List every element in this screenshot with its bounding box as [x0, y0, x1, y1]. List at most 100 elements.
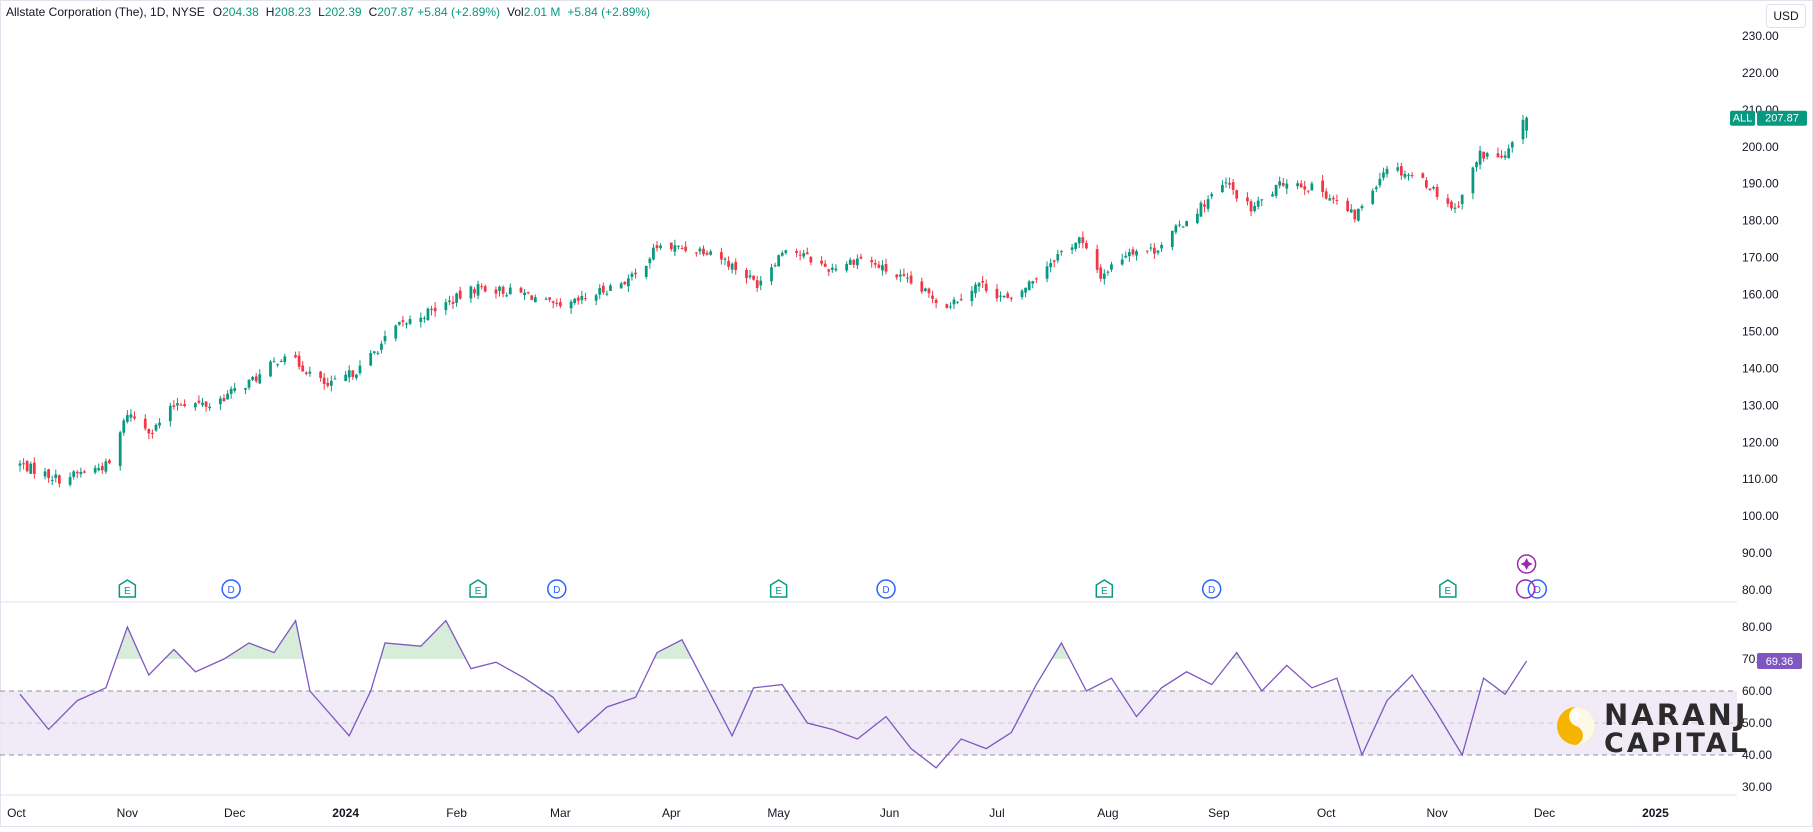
candle-body — [619, 283, 623, 289]
candle-body — [1496, 153, 1500, 158]
candle-body — [430, 308, 433, 310]
currency-button[interactable]: USD — [1766, 4, 1806, 28]
earnings-marker: E — [1095, 579, 1114, 598]
candle-body — [272, 361, 276, 363]
candle-body — [949, 306, 952, 308]
close-label: C — [368, 5, 378, 19]
candle-body — [673, 245, 677, 252]
candle-body — [1324, 191, 1328, 199]
candle-body — [830, 267, 834, 270]
candle-body — [1428, 188, 1432, 190]
candle-body — [1131, 249, 1135, 255]
candle-body — [551, 301, 555, 303]
candle-body — [1127, 252, 1131, 257]
star-icon — [1520, 558, 1533, 570]
candle-body — [1382, 172, 1385, 178]
earnings-letter: E — [475, 586, 482, 597]
price-tick-label: 90.00 — [1742, 546, 1772, 560]
candle-body — [197, 400, 201, 403]
candle-body — [1525, 117, 1528, 131]
candle-body — [1034, 278, 1038, 280]
price-tick-label: 180.00 — [1742, 214, 1779, 228]
candle-body — [1321, 180, 1324, 192]
candle-body — [118, 432, 122, 467]
candle-body — [229, 388, 233, 394]
earnings-marker: E — [769, 579, 788, 598]
rsi-tick-label: 60.00 — [1742, 684, 1772, 698]
candle-body — [884, 264, 888, 272]
candle-body — [1353, 209, 1357, 220]
candle-body — [519, 287, 523, 293]
candle-body — [473, 289, 476, 294]
candle-body — [1407, 174, 1410, 176]
price-tags: ALL 207.87 69.36 — [1730, 110, 1807, 670]
candle-body — [573, 298, 577, 304]
time-tick-label: May — [767, 806, 790, 820]
candle-body — [920, 281, 924, 292]
candle-body — [1106, 271, 1110, 273]
rsi-tick-label: 80.00 — [1742, 620, 1772, 634]
low-value: 202.39 — [324, 5, 362, 19]
candle-body — [1274, 184, 1278, 196]
candle-body — [183, 404, 186, 406]
rsi-tick-label: 40.00 — [1742, 748, 1772, 762]
candle-body — [75, 471, 79, 474]
price-candles — [18, 114, 1528, 488]
candle-body — [1178, 224, 1181, 226]
candle-body — [798, 254, 802, 256]
candle-body — [777, 255, 781, 267]
candle-body — [1335, 200, 1339, 202]
candle-body — [698, 248, 702, 252]
candle-body — [83, 471, 86, 473]
candle-body — [329, 380, 333, 386]
earnings-letter: E — [1445, 586, 1452, 597]
time-tick-label: Nov — [1426, 806, 1447, 820]
candle-body — [623, 281, 627, 285]
ticker-tag-bg — [1730, 110, 1755, 126]
dividend-marker: D — [221, 579, 241, 599]
time-tick-label: 2024 — [332, 806, 359, 820]
candle-body — [898, 274, 902, 277]
candle-body — [1049, 263, 1053, 268]
candle-body — [133, 416, 136, 419]
candle-body — [530, 295, 534, 300]
candle-body — [959, 299, 963, 301]
candle-body — [1425, 180, 1428, 188]
candle-body — [233, 388, 237, 391]
dividend-icon — [547, 579, 567, 599]
candle-body — [247, 379, 251, 388]
candle-body — [995, 288, 999, 299]
rsi-tag-text: 69.36 — [1766, 656, 1794, 668]
candle-body — [848, 259, 852, 265]
earnings-icon — [469, 579, 487, 598]
candle-body — [924, 288, 927, 291]
time-tick-label: Jul — [989, 806, 1004, 820]
candle-body — [219, 398, 222, 405]
dividend-icon — [1201, 579, 1222, 599]
candle-body — [580, 296, 584, 301]
candle-body — [1120, 259, 1124, 265]
symbol-name[interactable]: Allstate Corporation (The), 1D, NYSE — [6, 5, 205, 19]
naranj-capital-logo: NARANJ CAPITAL — [1554, 698, 1747, 759]
candle-body — [1453, 207, 1457, 209]
candle-body — [372, 351, 376, 353]
candle-body — [1285, 183, 1289, 189]
candle-body — [644, 265, 648, 277]
candle-body — [533, 297, 537, 303]
candle-body — [104, 461, 108, 472]
candle-body — [755, 280, 759, 288]
candle-body — [172, 405, 176, 407]
candle-body — [208, 406, 212, 409]
candle-body — [304, 372, 308, 374]
candle-body — [974, 284, 977, 294]
candle-body — [351, 370, 355, 377]
price-tick-label: 120.00 — [1742, 435, 1779, 449]
candle-body — [1024, 287, 1027, 293]
candle-body — [1296, 183, 1299, 187]
candle-body — [383, 336, 387, 342]
candle-body — [147, 429, 151, 434]
ticker-tag-text: ALL — [1733, 113, 1753, 125]
candle-body — [576, 297, 580, 301]
